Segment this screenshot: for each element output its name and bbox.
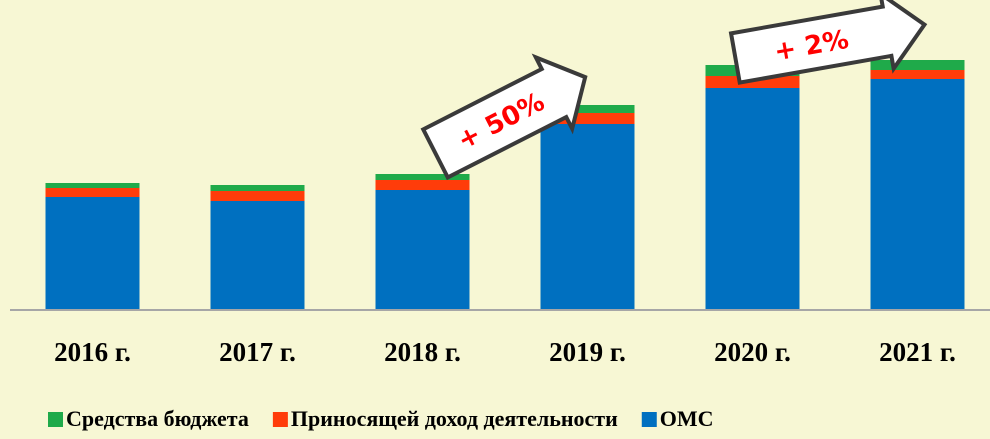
legend-swatch (641, 412, 657, 427)
callout-shape (728, 0, 928, 85)
legend-label: Средства бюджета (66, 406, 249, 431)
legend-swatch (48, 412, 63, 427)
bar-segment (540, 124, 635, 310)
bar-segment (45, 183, 140, 188)
legend-swatch (272, 412, 288, 427)
x-tick-label: 2019 г. (549, 337, 626, 367)
x-tick-label: 2018 г. (384, 337, 461, 367)
bar-segment (375, 190, 470, 310)
bar-segment (540, 113, 635, 124)
bars (45, 60, 965, 310)
callout-shape (420, 53, 588, 181)
bar-segment (870, 79, 965, 310)
x-tick-label: 2020 г. (714, 337, 791, 367)
bar-segment (540, 105, 635, 113)
legend-label: Приносящей доход деятельности (291, 406, 618, 431)
bar-segment (870, 60, 965, 70)
legend-label: ОМС (660, 406, 714, 431)
bar-segment (210, 185, 305, 191)
bar-segment (45, 197, 140, 310)
x-tick-label: 2016 г. (54, 337, 131, 367)
bar-segment (375, 174, 470, 180)
legend: Средства бюджета Приносящей доход деятель… (48, 406, 714, 431)
bar-segment (705, 88, 800, 310)
x-tick-label: 2017 г. (219, 337, 296, 367)
callout: + 2% (728, 0, 928, 85)
bar-segment (210, 201, 305, 310)
bar-segment (870, 70, 965, 79)
bar-segment (45, 188, 140, 197)
bar-segment (375, 180, 470, 190)
bar-segment (210, 191, 305, 201)
x-tick-label: 2021 г. (879, 337, 956, 367)
